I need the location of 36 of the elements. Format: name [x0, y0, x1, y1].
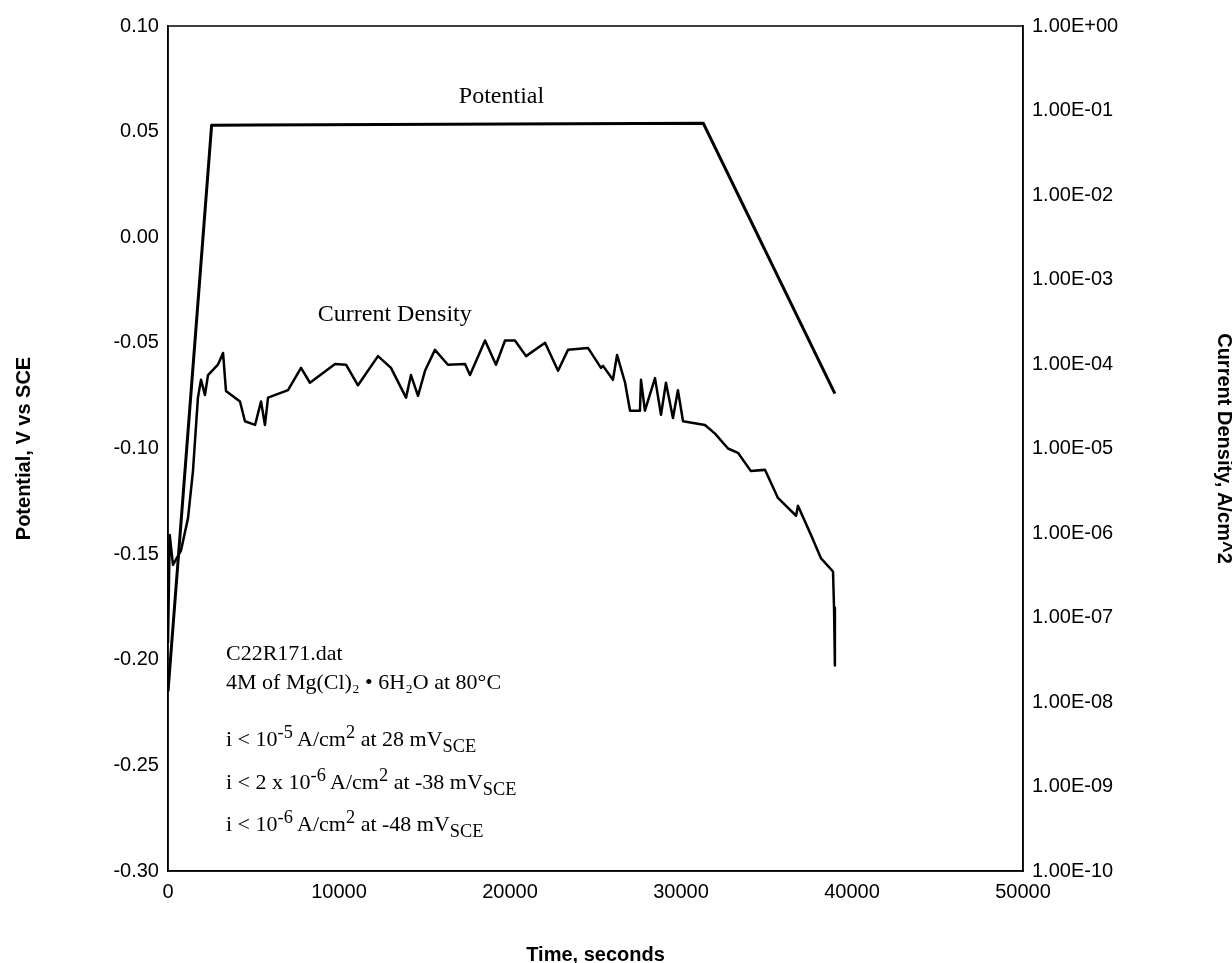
y-tick-label: -0.30 — [113, 858, 159, 881]
annotation: 4M of Mg(Cl)₂ • 6H₂O at 80°C — [226, 668, 503, 696]
y-tick-label: -0.15 — [113, 541, 159, 564]
y-tick-label: -0.05 — [113, 330, 159, 353]
x-tick-label: 50000 — [995, 879, 1051, 902]
y-tick-label: -0.20 — [113, 647, 159, 670]
series-label: Potential — [458, 82, 545, 109]
annotation: C22R171.dat — [226, 639, 344, 667]
y2-tick-label: 1.00E+00 — [1032, 13, 1119, 36]
x-tick-label: 30000 — [653, 879, 709, 902]
y2-tick-label: 1.00E-09 — [1032, 774, 1114, 797]
y2-tick-label: 1.00E-05 — [1032, 436, 1114, 459]
y-tick-label: 0.10 — [120, 13, 159, 36]
annotation: i < 2 x 10$^{-6}$ A/cm$^{2}$ at -38 mV$_{SCE}$ — [226, 763, 517, 801]
y-tick-label: 0.05 — [120, 119, 159, 142]
y-tick-label: -0.10 — [113, 436, 159, 459]
y2-tick-label: 1.00E-08 — [1032, 689, 1114, 712]
annotation: i < 10$^{-5}$ A/cm$^{2}$ at 28 mV$_{SCE}$ — [226, 721, 478, 758]
y2-tick-label: 1.00E-07 — [1032, 605, 1114, 628]
y2-tick-label: 1.00E-10 — [1032, 858, 1114, 881]
x-axis-title: Time, seconds — [526, 942, 665, 963]
y-tick-label: -0.25 — [113, 752, 159, 775]
x-tick-label: 20000 — [482, 879, 538, 902]
y2-axis-title: Current Density, A/cm^2 — [1214, 333, 1232, 564]
series-label: Current Density — [317, 299, 472, 326]
x-tick-label: 0 — [162, 879, 174, 902]
y2-tick-label: 1.00E-06 — [1032, 520, 1114, 543]
x-tick-label: 10000 — [311, 879, 367, 902]
annotation: i < 10$^{-6}$ A/cm$^{2}$ at -48 mV$_{SCE}$ — [226, 806, 485, 844]
y2-tick-label: 1.00E-04 — [1032, 351, 1114, 374]
x-tick-label: 40000 — [824, 879, 880, 902]
y2-tick-label: 1.00E-02 — [1032, 182, 1114, 205]
y2-tick-label: 1.00E-01 — [1032, 98, 1114, 121]
y-tick-label: 0.00 — [120, 224, 159, 247]
y2-tick-label: 1.00E-03 — [1032, 267, 1114, 290]
y-axis-title: Potential, V vs SCE — [11, 356, 34, 541]
